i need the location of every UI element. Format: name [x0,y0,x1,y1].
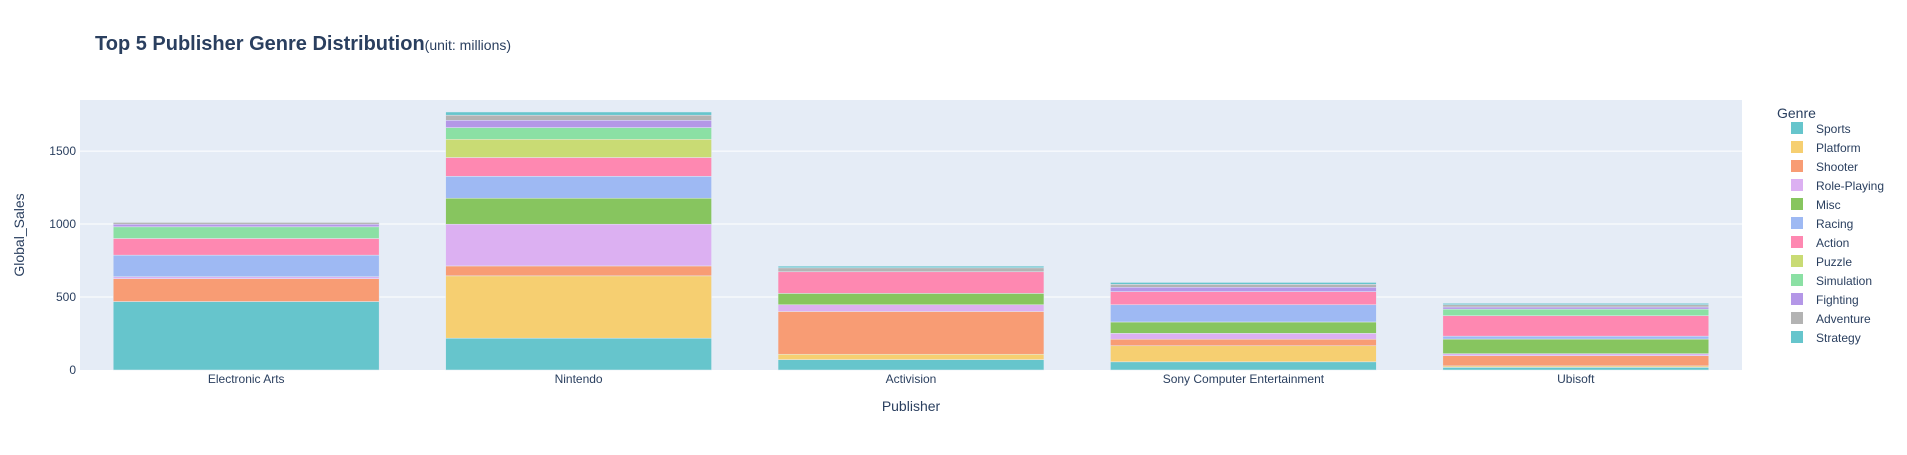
bar-segment [1110,304,1377,323]
bar-segment [1442,355,1710,367]
bar-segment [1442,303,1710,306]
bar-segment [112,226,380,239]
bar-segment [1442,353,1710,356]
bars-layer [112,111,1710,371]
bar-segment [1442,308,1710,316]
legend-label: Strategy [1816,331,1861,345]
legend-label: Action [1816,236,1849,250]
axis-layer: 0 500 1000 1500 Electronic Arts Nintendo Activ… [49,144,1595,386]
bar-segment [1110,291,1377,306]
y-tick-label: 1000 [49,217,76,231]
bar-segment [1442,335,1710,340]
x-tick-label: Nintendo [555,372,603,386]
bar-segment [112,222,380,225]
x-tick-label: Sony Computer Entertainment [1163,372,1325,386]
legend-swatch [1791,198,1803,210]
bar-segment [112,278,380,302]
chart-subtitle: (unit: millions) [425,37,511,53]
bar-segment [777,267,1045,273]
bar-segment [445,337,712,371]
bar-segment [445,111,712,116]
legend-title: Genre [1777,105,1816,121]
legend-swatch [1791,274,1803,286]
bar-segment [1442,315,1710,337]
bar-segment [112,301,380,371]
bar-segment [1110,333,1377,340]
bar-segment [445,275,712,339]
x-tick-label: Electronic Arts [208,372,285,386]
bar-segment [1110,321,1377,334]
bar-segment [1110,338,1377,347]
bar-segment [445,139,712,158]
bar-segment [1442,338,1710,354]
bar-segment [445,223,712,267]
legend-label: Misc [1816,198,1841,212]
legend-label: Role-Playing [1816,179,1884,193]
bar-segment [112,254,380,277]
legend-swatch [1791,141,1803,153]
bar-segment [445,265,712,277]
legend-label: Platform [1816,141,1861,155]
chart-title: Top 5 Publisher Genre Distribution(unit:… [95,33,511,55]
legend-swatch [1791,331,1803,343]
chart-title-main: Top 5 Publisher Genre Distribution [95,33,425,55]
x-tick-label: Ubisoft [1557,372,1595,386]
bar-segment [112,223,380,228]
bar-segment [1110,345,1377,363]
bar-segment [777,271,1045,294]
legend-label: Adventure [1816,312,1871,326]
bar-segment [445,120,712,128]
legend-swatch [1791,255,1803,267]
legend-swatch [1791,293,1803,305]
bar-segment [1442,304,1710,308]
bar-segment [777,311,1045,355]
bar-segment [445,197,712,225]
legend-label: Simulation [1816,274,1872,288]
bar-segment [445,176,712,199]
legend-label: Puzzle [1816,255,1852,269]
bar-segment [1110,282,1377,285]
bar-segment [445,157,712,177]
bar-segment [777,304,1045,312]
bar-segment [777,353,1045,360]
legend: Genre Sports Platform Shooter Role-Playing M… [1777,105,1884,345]
y-tick-label: 1500 [49,144,76,158]
x-axis-title: Publisher [882,398,941,414]
y-tick-label: 500 [56,290,76,304]
legend-swatch [1791,236,1803,248]
y-tick-label: 0 [69,363,76,377]
bar-segment [112,276,380,279]
legend-label: Racing [1816,217,1853,231]
bar-segment [1442,306,1710,310]
bar-segment [777,265,1045,269]
legend-label: Fighting [1816,293,1859,307]
bar-segment [777,293,1045,306]
legend-swatch [1791,160,1803,172]
y-axis-title: Global_Sales [11,193,27,276]
legend-swatch [1791,179,1803,191]
bar-segment [1110,361,1377,371]
bar-segment [445,127,712,140]
legend-swatch [1791,122,1803,134]
bar-segment [1442,367,1710,371]
bar-segment [1110,284,1377,288]
bar-segment [112,238,380,256]
bar-segment [777,359,1045,371]
bar-segment [445,114,712,121]
legend-label: Sports [1816,122,1851,136]
x-tick-label: Activision [886,372,937,386]
legend-label: Shooter [1816,160,1858,174]
legend-swatch [1791,312,1803,324]
legend-swatch [1791,217,1803,229]
bar-segment [1110,286,1377,292]
